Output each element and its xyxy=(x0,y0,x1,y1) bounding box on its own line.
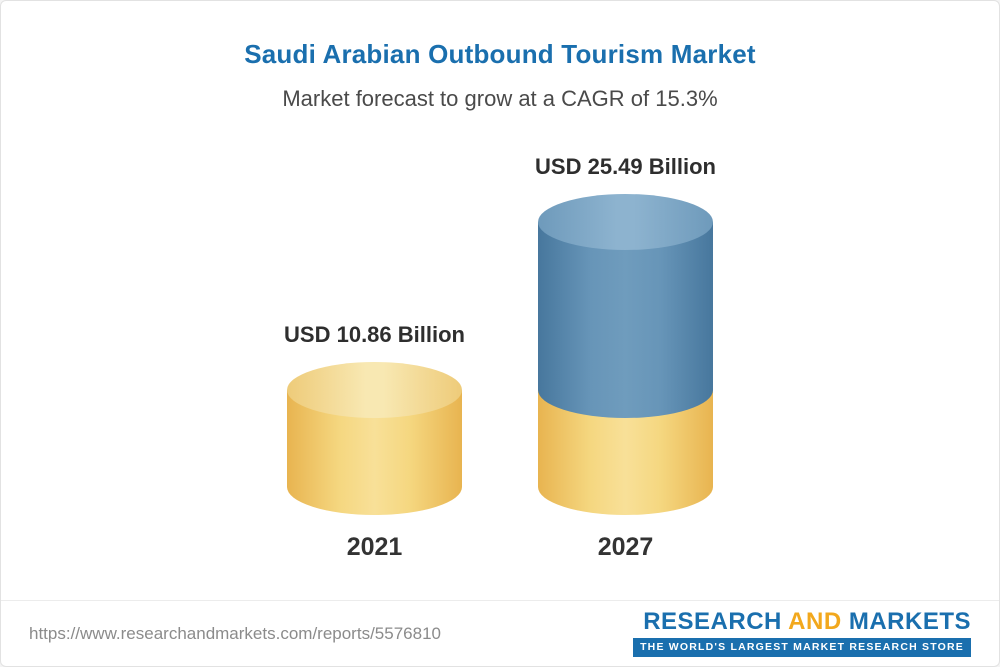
bar-column-2021: USD 10.86 Billion 2021 xyxy=(284,322,465,562)
bar-2021-top-ellipse xyxy=(287,362,462,419)
chart-title: Saudi Arabian Outbound Tourism Market xyxy=(244,39,756,69)
bar-2027-top-segment xyxy=(538,221,713,419)
bar-2027-cylinder xyxy=(538,193,713,515)
bar-chart: USD 10.86 Billion 2021 USD 25.49 Billion… xyxy=(1,154,999,562)
research-and-markets-logo: RESEARCH AND MARKETS THE WORLD'S LARGEST… xyxy=(633,610,971,657)
logo-word-markets: MARKETS xyxy=(848,608,971,636)
logo-wordmark: RESEARCH AND MARKETS xyxy=(643,610,971,634)
value-label-2027: USD 25.49 Billion xyxy=(535,153,716,179)
logo-word-and: AND xyxy=(788,608,842,636)
logo-tagline: THE WORLD'S LARGEST MARKET RESEARCH STOR… xyxy=(633,638,971,657)
bar-2027-top-ellipse xyxy=(538,193,713,250)
source-url-link[interactable]: https://www.researchandmarkets.com/repor… xyxy=(29,623,441,643)
logo-word-research: RESEARCH xyxy=(643,608,782,636)
bar-2021-cylinder xyxy=(287,362,462,515)
value-label-2021: USD 10.86 Billion xyxy=(284,322,465,348)
chart-subtitle: Market forecast to grow at a CAGR of 15.… xyxy=(282,86,718,111)
chart-header: Saudi Arabian Outbound Tourism Market Ma… xyxy=(1,39,999,112)
year-label-2027: 2027 xyxy=(597,533,654,561)
year-label-2021: 2021 xyxy=(346,533,403,561)
footer: https://www.researchandmarkets.com/repor… xyxy=(1,600,999,666)
bar-column-2027: USD 25.49 Billion 2027 xyxy=(535,153,716,562)
